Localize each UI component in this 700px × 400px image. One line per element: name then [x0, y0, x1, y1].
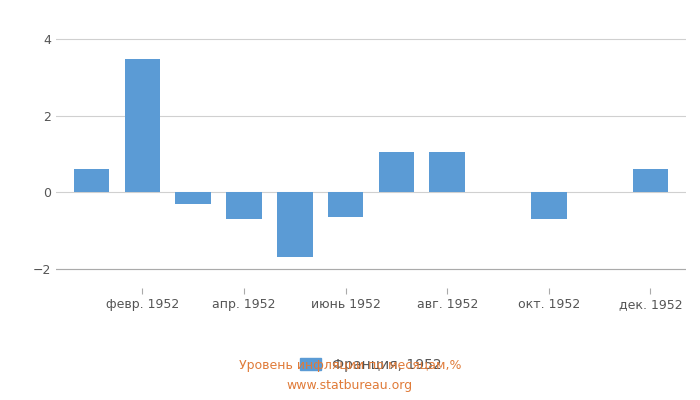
- Legend: Франция, 1952: Франция, 1952: [295, 352, 447, 377]
- Bar: [74, 170, 109, 192]
- Bar: [633, 170, 668, 192]
- Bar: [176, 192, 211, 204]
- Bar: [277, 192, 313, 258]
- Bar: [379, 152, 414, 192]
- Bar: [429, 152, 465, 192]
- Bar: [531, 192, 566, 219]
- Text: Уровень инфляции по месяцам,%: Уровень инфляции по месяцам,%: [239, 359, 461, 372]
- Bar: [226, 192, 262, 219]
- Bar: [328, 192, 363, 217]
- Bar: [125, 58, 160, 192]
- Text: www.statbureau.org: www.statbureau.org: [287, 379, 413, 392]
